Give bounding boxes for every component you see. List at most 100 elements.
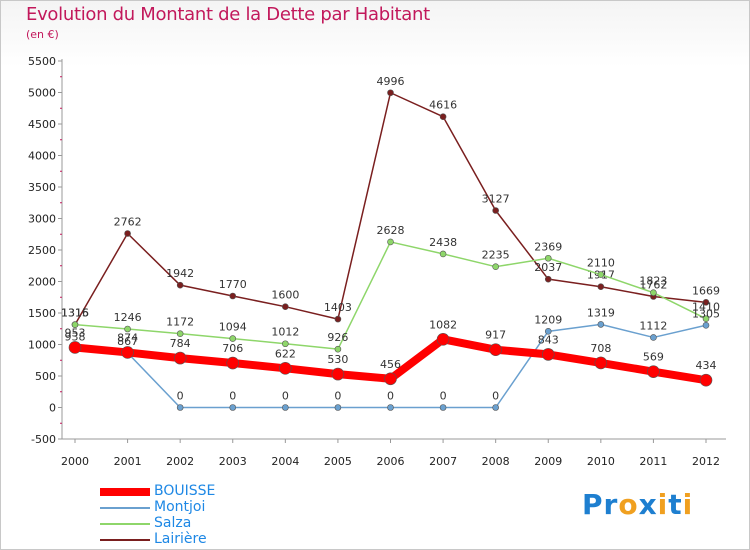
data-label: 2369 [534,240,562,253]
y-tick-label: 4500 [28,118,56,131]
data-label: 2235 [482,249,510,262]
x-tick-label: 2003 [219,455,247,468]
data-label: 1823 [639,275,667,288]
x-tick-label: 2000 [61,455,89,468]
data-label: 1172 [166,316,194,329]
chart-subtitle: (en €) [26,28,59,41]
data-label: 569 [643,351,664,364]
data-label: 2762 [114,215,142,228]
data-point [702,321,710,329]
data-point [124,230,131,237]
data-point [650,334,657,341]
data-point [544,254,552,262]
data-point [597,283,605,291]
data-point [387,89,394,97]
data-label: 867 [117,335,138,348]
x-tick-label: 2004 [271,455,299,468]
data-label: 1209 [534,313,562,326]
x-tick-label: 2011 [639,455,667,468]
data-point [436,333,450,346]
data-point [282,404,289,411]
data-label: 0 [177,390,184,403]
data-point [544,328,552,335]
legend-swatch [100,488,150,496]
legend-label: BOUISSE [154,483,216,499]
y-tick-label: 2000 [28,276,56,289]
data-point [124,325,131,333]
y-tick-label: 3000 [28,213,56,226]
data-point [702,315,710,322]
y-tick-label: 1000 [28,339,56,352]
data-label: 953 [65,326,86,339]
brand-logo: Proxiti [582,488,693,521]
y-tick-label: 5500 [28,55,56,68]
data-point [68,341,82,354]
data-point [173,351,187,365]
brand-letter: i [682,488,694,521]
data-point [229,335,237,342]
data-point [699,373,713,387]
data-label: 1305 [692,307,720,320]
data-point [71,321,79,328]
data-label: 1669 [692,284,720,297]
data-point [439,250,447,258]
x-tick-label: 2001 [114,455,142,468]
data-point [597,321,605,328]
data-label: 1762 [639,278,667,291]
data-point [279,362,292,375]
data-point [387,238,394,246]
data-label: 917 [485,329,506,342]
data-point [229,404,237,411]
legend-swatch [100,523,150,525]
data-point [439,404,447,411]
data-point [702,299,710,306]
data-point [594,356,608,370]
data-label: 784 [170,337,191,350]
data-point [650,289,657,296]
data-label: 1012 [271,326,299,339]
x-tick-label: 2008 [482,455,510,468]
brand-letter: x [638,488,658,521]
brand-letter: r [603,488,619,521]
brand-letter: o [618,488,639,521]
data-point [439,113,447,120]
data-label: 0 [334,390,341,403]
legend-label: Salza [154,515,192,531]
data-label: 4616 [429,99,457,112]
x-tick-label: 2010 [587,455,615,468]
data-point [282,340,289,348]
data-point [541,348,555,361]
data-point [334,315,342,323]
data-label: 0 [387,390,394,403]
x-tick-label: 2007 [429,455,457,468]
data-label: 0 [282,390,289,403]
chart-title: Evolution du Montant de la Dette par Hab… [26,4,430,25]
brand-letter: t [668,488,683,521]
data-point [647,365,660,378]
data-point [492,207,499,214]
data-point [384,372,397,386]
y-tick-label: 0 [49,402,56,415]
data-label: 1403 [324,301,352,314]
data-point [492,404,499,411]
data-label: 1082 [429,318,457,331]
data-point [282,303,289,311]
data-point [489,343,502,357]
data-label: 0 [492,390,499,403]
data-label: 1094 [219,321,247,334]
data-label: 4996 [377,75,405,88]
data-point [334,345,342,353]
data-label: 938 [65,330,86,343]
series-line [74,92,707,326]
data-point [387,404,394,411]
legend-label: Lairière [154,531,207,547]
data-label: 2037 [534,261,562,274]
data-label: 843 [538,333,559,346]
y-tick-label: -500 [31,433,56,446]
data-point [176,330,184,337]
data-point [229,292,237,300]
data-point [597,271,605,278]
brand-letter: P [582,488,604,521]
data-label: 0 [440,390,447,403]
